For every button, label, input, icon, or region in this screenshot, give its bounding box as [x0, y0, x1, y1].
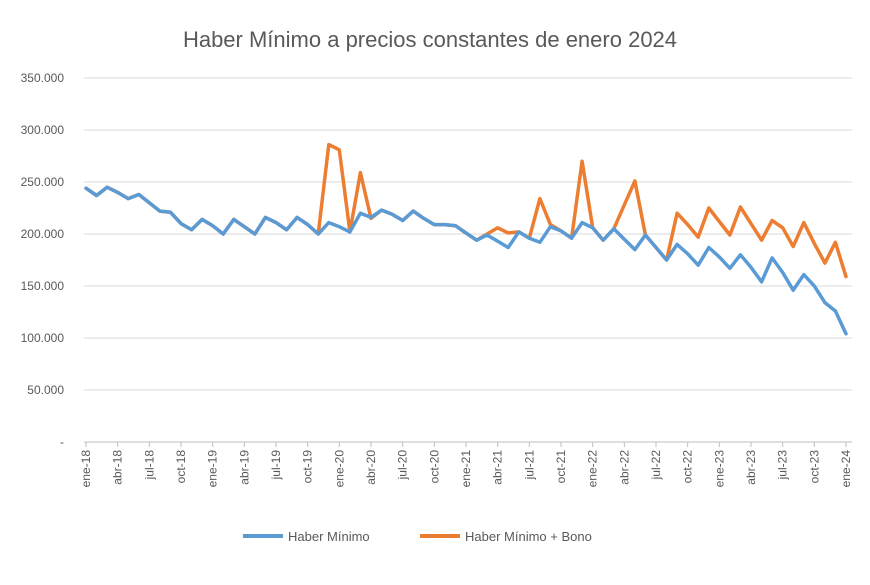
- x-tick-label: abr-18: [111, 450, 125, 485]
- x-tick-label: ene-21: [459, 450, 473, 488]
- y-tick-label: 50.000: [27, 383, 64, 397]
- y-tick-label: 100.000: [21, 331, 65, 345]
- series-lines: [86, 145, 846, 334]
- x-tick-label: abr-19: [237, 450, 251, 485]
- x-tick-label: oct-19: [301, 450, 315, 484]
- x-tick-label: jul-18: [142, 450, 156, 481]
- y-tick-label: 250.000: [21, 175, 65, 189]
- x-tick-label: oct-18: [174, 450, 188, 484]
- y-tick-label: 200.000: [21, 227, 65, 241]
- x-tick-label: ene-20: [332, 450, 346, 488]
- y-axis-labels: - 50.000 100.000 150.000 200.000 250.000 300.0…: [21, 71, 65, 449]
- y-tick-label: -: [60, 435, 64, 449]
- x-tick-label: abr-23: [744, 450, 758, 485]
- y-tick-label: 350.000: [21, 71, 65, 85]
- x-tick-label: oct-21: [554, 450, 568, 484]
- x-tick-label: abr-21: [491, 450, 505, 485]
- x-tick-label: jul-22: [649, 450, 663, 481]
- x-tick-label: ene-22: [586, 450, 600, 488]
- x-tick-label: oct-20: [427, 450, 441, 484]
- legend-label-haber-minimo-bono: Haber Mínimo + Bono: [465, 529, 592, 544]
- x-tick-label: jul-20: [396, 450, 410, 481]
- x-tick-label: abr-22: [617, 450, 631, 485]
- y-tick-label: 300.000: [21, 123, 65, 137]
- x-tick-label: jul-21: [522, 450, 536, 481]
- x-tick-label: jul-23: [776, 450, 790, 481]
- series-line-haber-minimo: [86, 187, 846, 334]
- x-tick-label: jul-19: [269, 450, 283, 481]
- x-tick-label: ene-24: [839, 450, 853, 488]
- x-tick-label: ene-18: [79, 450, 93, 488]
- x-tick-label: abr-20: [364, 450, 378, 485]
- x-tick-label: oct-22: [681, 450, 695, 484]
- series-line-haber-minimo-bono: [86, 145, 846, 277]
- x-tick-label: ene-23: [712, 450, 726, 488]
- x-tick-label: oct-23: [807, 450, 821, 484]
- legend: Haber Mínimo Haber Mínimo + Bono: [243, 529, 592, 544]
- legend-label-haber-minimo: Haber Mínimo: [288, 529, 370, 544]
- y-tick-label: 150.000: [21, 279, 65, 293]
- x-tick-label: ene-19: [206, 450, 220, 488]
- chart-title: Haber Mínimo a precios constantes de ene…: [183, 27, 677, 52]
- x-axis-labels: ene-18 abr-18 jul-18 oct-18 ene-19 abr-19 jul-…: [79, 442, 853, 487]
